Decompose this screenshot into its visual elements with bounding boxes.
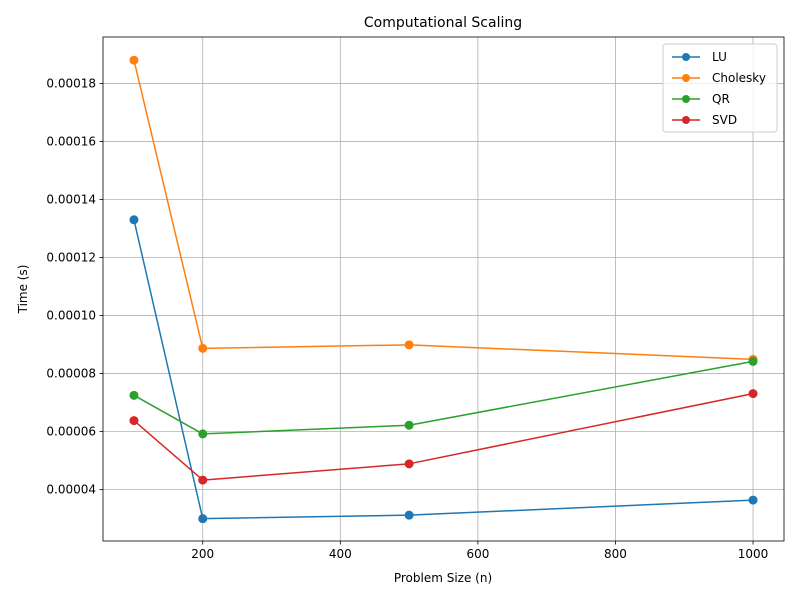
plot-frame bbox=[102, 36, 785, 542]
y-tick-label: 0.00008 bbox=[46, 367, 96, 381]
x-tick-label: 200 bbox=[191, 547, 214, 561]
legend: LU Cholesky QR SVD bbox=[662, 43, 778, 133]
series-line-qr bbox=[133, 360, 754, 435]
series-layer bbox=[129, 55, 758, 524]
legend-label-lu: LU bbox=[712, 50, 727, 64]
y-tick-label: 0.00018 bbox=[46, 76, 96, 90]
x-axis-label: Problem Size (n) bbox=[394, 571, 492, 585]
data-point-svd bbox=[198, 475, 208, 485]
y-axis-label: Time (s) bbox=[16, 265, 30, 315]
legend-entry-cholesky: Cholesky bbox=[672, 71, 766, 85]
x-tick-label: 600 bbox=[466, 547, 489, 561]
y-tick-label: 0.00016 bbox=[46, 134, 96, 148]
x-tick-label: 800 bbox=[604, 547, 627, 561]
y-axis: 0.00004 0.00006 0.00008 0.00010 0.00012 0.000… bbox=[46, 76, 103, 497]
series-svd bbox=[129, 389, 758, 485]
data-point-qr bbox=[404, 420, 414, 430]
series-line-cholesky bbox=[133, 60, 754, 361]
y-tick-label: 0.00014 bbox=[46, 192, 96, 206]
data-point-cholesky bbox=[129, 55, 139, 65]
data-point-svd bbox=[404, 459, 414, 469]
chart-title: Computational Scaling bbox=[364, 15, 522, 31]
data-point-lu bbox=[404, 510, 414, 520]
legend-marker-svd bbox=[682, 116, 690, 124]
data-point-svd bbox=[748, 389, 758, 399]
data-point-qr bbox=[129, 390, 139, 400]
legend-entry-qr: QR bbox=[672, 92, 730, 106]
legend-marker-lu bbox=[682, 53, 690, 61]
x-tick-label: 1000 bbox=[738, 547, 769, 561]
legend-marker-cholesky bbox=[682, 74, 690, 82]
legend-frame bbox=[662, 43, 778, 133]
data-point-svd bbox=[129, 416, 139, 426]
series-line-lu bbox=[133, 219, 754, 520]
y-tick-label: 0.00006 bbox=[46, 425, 96, 439]
y-tick-label: 0.00004 bbox=[46, 483, 96, 497]
data-point-lu bbox=[129, 215, 139, 225]
y-tick-label: 0.00010 bbox=[46, 309, 96, 323]
legend-label-qr: QR bbox=[712, 92, 730, 106]
data-point-lu bbox=[198, 514, 208, 524]
series-qr bbox=[129, 356, 758, 439]
series-lu bbox=[129, 215, 758, 524]
legend-marker-qr bbox=[682, 95, 690, 103]
data-point-cholesky bbox=[404, 340, 414, 350]
legend-entry-lu: LU bbox=[672, 50, 727, 64]
x-axis: 200 400 600 800 1000 bbox=[191, 541, 768, 561]
legend-label-cholesky: Cholesky bbox=[712, 71, 766, 85]
legend-entry-svd: SVD bbox=[672, 113, 737, 127]
data-point-lu bbox=[748, 495, 758, 505]
x-tick-label: 400 bbox=[329, 547, 352, 561]
y-tick-label: 0.00012 bbox=[46, 251, 96, 265]
data-point-cholesky bbox=[198, 343, 208, 353]
series-line-svd bbox=[133, 392, 754, 481]
legend-label-svd: SVD bbox=[712, 113, 737, 127]
data-point-qr bbox=[198, 429, 208, 439]
data-point-qr bbox=[748, 356, 758, 366]
